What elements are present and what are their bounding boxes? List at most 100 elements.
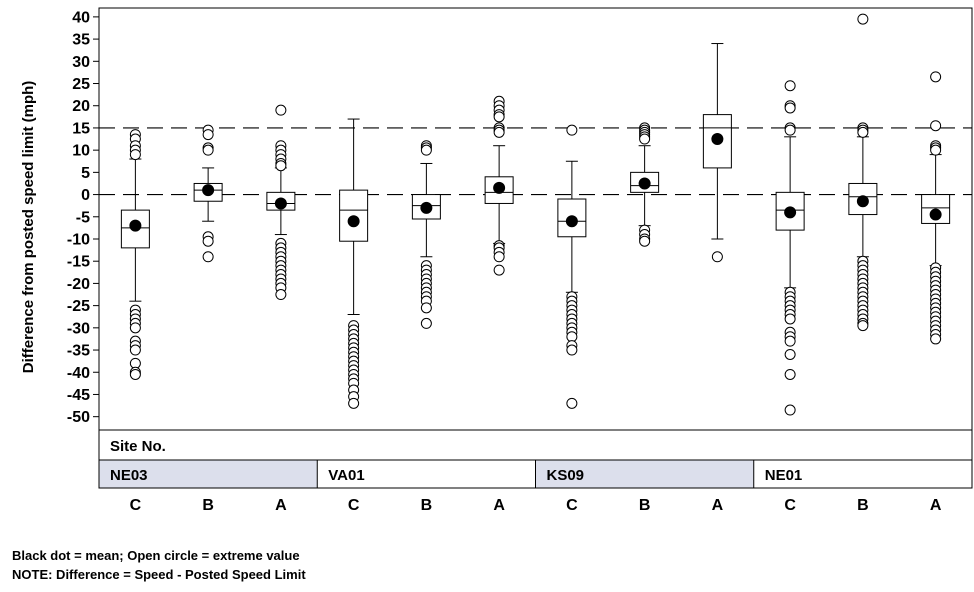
category-label: C xyxy=(784,497,796,514)
y-tick-label: 40 xyxy=(72,9,90,26)
plot-frame xyxy=(98,7,973,431)
category-label: C xyxy=(348,497,360,514)
outlier-point xyxy=(711,251,723,263)
outlier-point xyxy=(784,348,796,360)
site-cell-bg xyxy=(753,460,972,488)
mean-dot xyxy=(565,215,578,228)
mean-dot xyxy=(929,208,942,221)
category-label: C xyxy=(566,497,578,514)
outlier-point xyxy=(493,264,505,276)
box-group xyxy=(921,71,951,345)
outlier-point xyxy=(566,397,578,409)
y-tick-label: -15 xyxy=(67,254,90,271)
y-tick-label: 30 xyxy=(72,54,90,71)
mean-dot xyxy=(638,177,651,190)
outlier-point xyxy=(129,344,141,356)
outlier-point xyxy=(784,404,796,416)
category-label: A xyxy=(712,497,724,514)
box-group xyxy=(848,13,878,332)
site-cell-bg xyxy=(535,460,754,488)
outlier-point xyxy=(493,126,505,138)
outlier-point xyxy=(129,322,141,334)
outlier-point xyxy=(420,302,432,314)
outlier-point xyxy=(857,13,869,25)
mean-dot xyxy=(420,201,433,214)
mean-dot xyxy=(493,181,506,194)
outlier-point xyxy=(930,120,942,132)
outlier-point xyxy=(639,133,651,145)
outlier-point xyxy=(129,149,141,161)
outlier-point xyxy=(566,344,578,356)
outlier-point xyxy=(784,102,796,114)
outlier-point xyxy=(930,333,942,345)
box-group xyxy=(484,95,514,276)
y-tick-label: 15 xyxy=(72,120,90,137)
y-tick-label: 25 xyxy=(72,76,90,93)
outlier-point xyxy=(275,104,287,116)
box-group xyxy=(120,129,150,380)
y-tick-label: -45 xyxy=(67,387,90,404)
category-label: B xyxy=(202,497,214,514)
category-label: B xyxy=(857,497,869,514)
outlier-point xyxy=(493,111,505,123)
box-group xyxy=(411,140,441,329)
outlier-point xyxy=(275,160,287,172)
site-cell-bg xyxy=(317,460,536,488)
outlier-point xyxy=(202,144,214,156)
mean-dot xyxy=(711,133,724,146)
outlier-point xyxy=(784,368,796,380)
outlier-point xyxy=(493,251,505,263)
site-label: NE01 xyxy=(765,467,803,484)
y-tick-label: 10 xyxy=(72,143,90,160)
outlier-point xyxy=(129,368,141,380)
outlier-point xyxy=(348,397,360,409)
y-tick-label: -50 xyxy=(67,409,90,426)
outlier-point xyxy=(784,335,796,347)
outlier-point xyxy=(784,124,796,136)
box-group xyxy=(775,80,805,416)
outlier-point xyxy=(420,144,432,156)
category-label: A xyxy=(930,497,942,514)
outlier-point xyxy=(275,289,287,301)
mean-dot xyxy=(784,206,797,219)
category-label: B xyxy=(421,497,433,514)
category-label: C xyxy=(130,497,142,514)
y-tick-label: -5 xyxy=(76,209,90,226)
site-header-label: Site No. xyxy=(110,438,166,455)
y-tick-label: -30 xyxy=(67,320,90,337)
outlier-point xyxy=(857,126,869,138)
outlier-point xyxy=(566,124,578,136)
category-label: A xyxy=(493,497,505,514)
outlier-point xyxy=(857,320,869,332)
outlier-point xyxy=(202,129,214,141)
box-group xyxy=(266,104,296,301)
outlier-point xyxy=(930,71,942,83)
site-label: KS09 xyxy=(547,467,585,484)
outlier-point xyxy=(930,144,942,156)
outlier-point xyxy=(202,251,214,263)
site-label: NE03 xyxy=(110,467,148,484)
y-tick-label: -10 xyxy=(67,231,90,248)
y-tick-label: -35 xyxy=(67,343,90,360)
category-label: A xyxy=(275,497,287,514)
chart-notes: Black dot = mean; Open circle = extreme … xyxy=(12,546,306,584)
site-cell-bg xyxy=(99,460,318,488)
box-group xyxy=(557,124,587,409)
box-group xyxy=(702,43,732,263)
box-group xyxy=(630,122,660,247)
mean-dot xyxy=(129,219,142,232)
mean-dot xyxy=(347,215,360,228)
outlier-point xyxy=(784,80,796,92)
category-label: B xyxy=(639,497,651,514)
mean-dot xyxy=(856,195,869,208)
definition-note: NOTE: Difference = Speed - Posted Speed … xyxy=(12,567,306,582)
outlier-point xyxy=(202,235,214,247)
y-tick-label: -40 xyxy=(67,365,90,382)
y-tick-label: -20 xyxy=(67,276,90,293)
y-tick-label: -25 xyxy=(67,298,90,315)
outlier-point xyxy=(420,317,432,329)
y-tick-label: 35 xyxy=(72,32,90,49)
y-tick-label: 5 xyxy=(81,165,90,182)
outlier-point xyxy=(639,235,651,247)
